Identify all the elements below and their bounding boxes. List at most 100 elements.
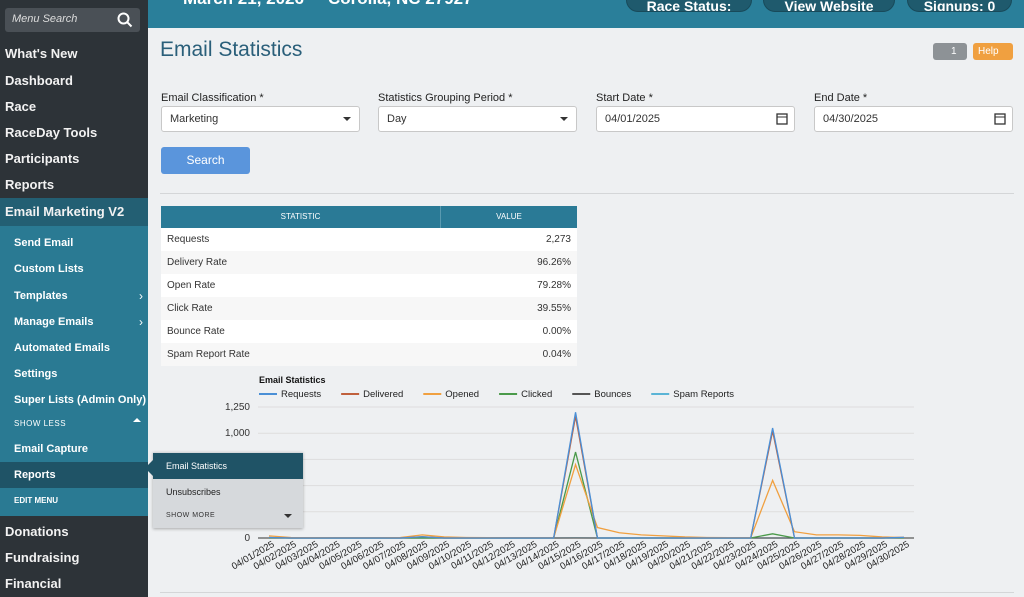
y-tick-label: 1,000 <box>225 428 250 439</box>
x-tick-label: 04/19/2025 <box>624 539 671 572</box>
submenu-item-selected[interactable]: Reports <box>0 462 148 488</box>
x-tick-label: 04/25/2025 <box>755 539 802 572</box>
field-label: Email Classification * <box>161 92 264 104</box>
table-cell: 96.26% <box>537 257 571 268</box>
popup-item-selected[interactable]: Email Statistics <box>153 453 303 479</box>
show-less[interactable]: SHOW LESS <box>14 419 67 428</box>
x-tick-label: 04/27/2025 <box>799 539 846 572</box>
table-row: Bounce Rate 0.00% <box>161 320 577 343</box>
table-row: Open Rate 79.28% <box>161 274 577 297</box>
table-cell: 0.04% <box>542 349 571 360</box>
table-header: STATISTIC <box>161 206 441 228</box>
x-tick-label: 04/26/2025 <box>777 539 824 572</box>
select[interactable]: Day <box>378 106 577 132</box>
x-tick-label: 04/20/2025 <box>646 539 693 572</box>
menu-item[interactable]: RaceDay Tools <box>5 125 98 140</box>
x-tick-label: 04/02/2025 <box>252 539 299 572</box>
legend-label: Requests <box>281 389 321 400</box>
x-tick-label: 04/08/2025 <box>383 539 430 572</box>
top-bar: March 21, 2026 Corolla, NC 27927 Race St… <box>148 0 1024 28</box>
menu-item[interactable]: Fundraising <box>5 550 80 565</box>
table-cell: 79.28% <box>537 280 571 291</box>
y-tick-label: 1,250 <box>225 402 250 413</box>
series-line <box>268 462 905 539</box>
table-cell: Requests <box>167 234 210 245</box>
submenu-item[interactable]: Templates <box>14 290 68 302</box>
table-row: Click Rate 39.55% <box>161 297 577 320</box>
menu-item[interactable]: Participants <box>5 151 80 166</box>
separator <box>160 193 1014 194</box>
x-tick-label: 04/09/2025 <box>405 539 452 572</box>
table-cell: 39.55% <box>537 303 571 314</box>
search-button[interactable]: Search <box>161 147 250 174</box>
x-tick-label: 04/18/2025 <box>602 539 649 572</box>
table-cell: 0.00% <box>542 326 571 337</box>
legend-label: Delivered <box>363 389 403 400</box>
x-tick-label: 04/01/2025 <box>230 539 277 572</box>
menu-search[interactable]: Menu Search <box>5 8 140 32</box>
x-tick-label: 04/04/2025 <box>296 539 343 572</box>
search-icon <box>117 12 133 28</box>
table-cell: Click Rate <box>167 303 213 314</box>
legend-label: Clicked <box>521 389 552 400</box>
event-date: March 21, 2026 <box>183 0 304 9</box>
table-cell: Spam Report Rate <box>167 349 250 360</box>
x-tick-label: 04/17/2025 <box>580 539 627 572</box>
date-input[interactable]: 04/30/2025 <box>814 106 1013 132</box>
submenu-item[interactable]: Send Email <box>14 237 74 249</box>
badge[interactable]: 1 <box>933 43 967 60</box>
submenu-item[interactable]: Settings <box>14 368 58 380</box>
table-cell: Open Rate <box>167 280 216 291</box>
x-tick-label: 04/15/2025 <box>536 539 583 572</box>
form-icons <box>343 113 1006 125</box>
menu-item[interactable]: Race <box>5 99 37 114</box>
show-more[interactable]: SHOW MORE <box>166 512 216 519</box>
popup-arrow <box>145 460 153 476</box>
x-tick-label: 04/22/2025 <box>690 539 737 572</box>
table-cell: 2,273 <box>545 234 571 245</box>
help-button[interactable]: Help <box>973 43 1013 60</box>
field-label: Statistics Grouping Period * <box>378 92 513 104</box>
submenu-item[interactable]: Custom Lists <box>14 263 84 275</box>
menu-item[interactable]: Reports <box>5 177 55 192</box>
date-input[interactable]: 04/01/2025 <box>596 106 795 132</box>
submenu-item[interactable]: Email Capture <box>14 443 88 455</box>
x-tick-label: 04/12/2025 <box>471 539 518 572</box>
caret-down <box>284 514 292 518</box>
menu-item[interactable]: Donations <box>5 524 69 539</box>
submenu-item[interactable]: Manage Emails <box>14 316 94 328</box>
table-cell: Bounce Rate <box>167 326 225 337</box>
stats-table: STATISTIC VALUE Requests 2,273 Delivery Rat… <box>161 206 577 366</box>
popup-menu: Email Statistics Unsubscribes SHOW MORE <box>145 452 303 528</box>
x-tick-label: 04/07/2025 <box>361 539 408 572</box>
x-tick-label: 04/24/2025 <box>733 539 780 572</box>
search-placeholder: Menu Search <box>12 13 78 25</box>
menu-item[interactable]: Financial <box>5 576 62 591</box>
table-header: VALUE <box>441 206 577 228</box>
x-tick-label: 04/29/2025 <box>843 539 890 572</box>
popup-item[interactable]: Unsubscribes <box>166 487 221 497</box>
submenu-item[interactable]: Automated Emails <box>14 342 110 354</box>
x-tick-label: 04/30/2025 <box>865 539 912 572</box>
menu-item[interactable]: Dashboard <box>5 73 73 88</box>
separator <box>160 592 1014 593</box>
x-tick-label: 04/21/2025 <box>668 539 715 572</box>
menu-item[interactable]: What's New <box>5 46 78 61</box>
field-label: Start Date * <box>596 92 653 104</box>
menu-section[interactable]: Email Marketing V2 <box>0 198 148 226</box>
table-cell: Delivery Rate <box>167 257 228 268</box>
x-tick-label: 04/13/2025 <box>493 539 540 572</box>
field-label: End Date * <box>814 92 868 104</box>
edit-menu[interactable]: EDIT MENU <box>14 496 58 505</box>
series-line <box>268 412 905 539</box>
x-tick-label: 04/05/2025 <box>317 539 364 572</box>
x-tick-label: 04/06/2025 <box>339 539 386 572</box>
table-row: Delivery Rate 96.26% <box>161 251 577 274</box>
x-tick-label: 04/03/2025 <box>274 539 321 572</box>
x-tick-label: 04/23/2025 <box>712 539 759 572</box>
select[interactable]: Marketing <box>161 106 360 132</box>
submenu-item[interactable]: Super Lists (Admin Only) <box>14 394 147 406</box>
y-tick-label: 0 <box>244 533 250 544</box>
event-location: Corolla, NC 27927 <box>328 0 473 9</box>
